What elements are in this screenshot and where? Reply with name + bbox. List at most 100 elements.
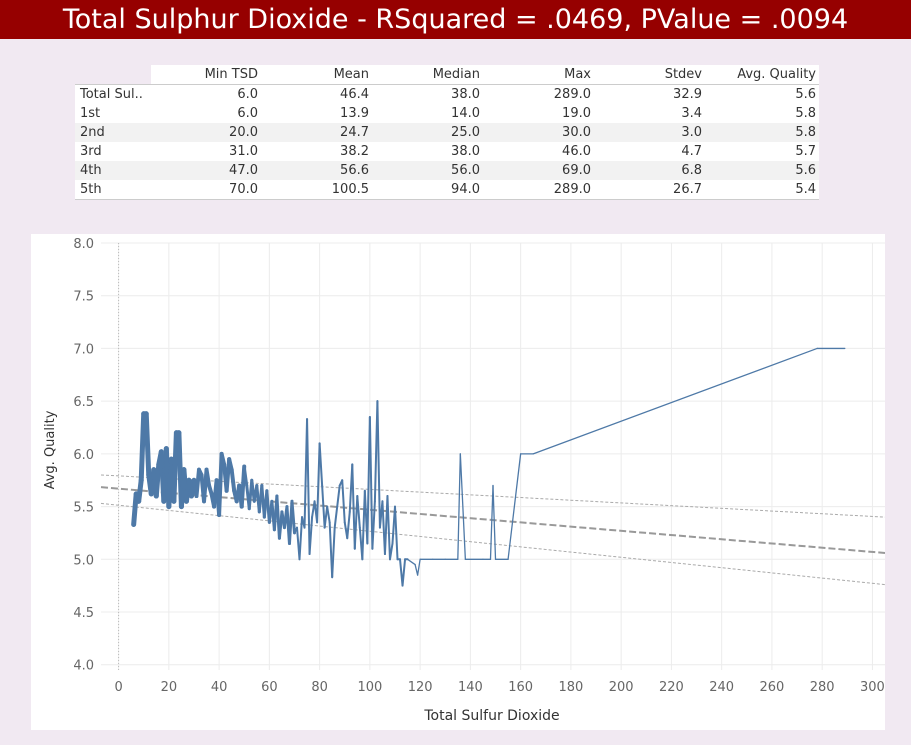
- table-cell: 5.8: [705, 104, 819, 123]
- line-segment: [229, 467, 237, 493]
- table-cell: 289.0: [483, 180, 594, 200]
- x-tick-label: 200: [609, 680, 634, 695]
- line-segment: [457, 453, 461, 560]
- table-cell: 3.0: [594, 123, 705, 142]
- line-segment: [316, 442, 321, 524]
- table-cell: 6.0: [151, 104, 261, 123]
- table-cell: 3.4: [594, 104, 705, 123]
- y-tick-label: 6.0: [73, 448, 94, 463]
- y-tick-label: 8.0: [73, 237, 94, 252]
- table-cell: 5.8: [705, 123, 819, 142]
- line-segment: [217, 451, 224, 518]
- table-cell: 38.0: [372, 84, 483, 104]
- line-segment: [341, 479, 346, 524]
- table-row: 4th 47.0 56.6 56.0 69.0 6.8 5.6: [75, 161, 819, 180]
- table-cell: 30.0: [483, 123, 594, 142]
- title-bar: Total Sulphur Dioxide - RSquared = .0469…: [0, 0, 911, 39]
- table-cell: 13.9: [261, 104, 372, 123]
- x-axis-label: Total Sulfur Dioxide: [423, 708, 559, 724]
- row-label: 2nd: [75, 123, 151, 142]
- table-cell: 32.9: [594, 84, 705, 104]
- summary-table: Min TSD Mean Median Max Stdev Avg. Quali…: [75, 65, 819, 200]
- x-tick-label: 220: [659, 680, 684, 695]
- table-cell: 38.0: [372, 142, 483, 161]
- line-segment: [376, 400, 381, 529]
- line-segment: [306, 418, 311, 556]
- line-segment: [353, 495, 359, 550]
- col-header: Mean: [261, 65, 372, 85]
- table-cell: 25.0: [372, 123, 483, 142]
- table-cell: 56.6: [261, 161, 372, 180]
- x-tick-label: 140: [458, 680, 483, 695]
- y-tick-label: 6.5: [73, 395, 94, 410]
- line-segment: [356, 495, 361, 529]
- x-tick-label: 180: [558, 680, 583, 695]
- line-segment: [388, 542, 394, 561]
- line-segment: [298, 516, 304, 561]
- trend-line-path: [100, 486, 886, 554]
- table-cell: 6.8: [594, 161, 705, 180]
- line-chart: 0 20 40 60 80 100 120 140 160 180 200 220 240 260 280 3…: [43, 237, 886, 724]
- y-tick-label: 4.5: [73, 606, 94, 621]
- line-segment: [346, 510, 351, 540]
- table-cell: 46.4: [261, 84, 372, 104]
- y-axis-ticks: 4.0 4.5 5.0 5.5 6.0 6.5 7.0 7.5 8.0: [73, 237, 94, 674]
- x-tick-label: 20: [161, 680, 178, 695]
- line-segment: [371, 500, 376, 550]
- row-label: 1st: [75, 104, 151, 123]
- x-tick-label: 40: [211, 680, 228, 695]
- line-segment: [136, 477, 144, 504]
- table-row: 2nd 20.0 24.7 25.0 30.0 3.0 5.8: [75, 123, 819, 142]
- line-segment: [333, 505, 339, 529]
- x-tick-label: 160: [508, 680, 533, 695]
- x-tick-label: 60: [261, 680, 278, 695]
- trend-line: [100, 486, 886, 554]
- table-cell: 20.0: [151, 123, 261, 142]
- table-cell: 19.0: [483, 104, 594, 123]
- col-header: Stdev: [594, 65, 705, 85]
- series-line: [131, 347, 846, 587]
- line-segment: [507, 453, 522, 560]
- table-cell: 31.0: [151, 142, 261, 161]
- line-segment: [394, 505, 399, 561]
- line-segment: [326, 505, 331, 524]
- line-segment: [204, 467, 212, 488]
- line-segment: [386, 495, 391, 561]
- gridlines: [101, 242, 885, 670]
- table-cell: 6.0: [151, 84, 261, 104]
- table-row: 1st 6.0 13.9 14.0 19.0 3.4 5.8: [75, 104, 819, 123]
- table-cell: 289.0: [483, 84, 594, 104]
- x-tick-label: 100: [357, 680, 382, 695]
- x-tick-label: 0: [114, 680, 122, 695]
- table-cell: 24.7: [261, 123, 372, 142]
- table-row: Total Sul.. 6.0 46.4 38.0 289.0 32.9 5.6: [75, 84, 819, 104]
- line-segment: [532, 347, 818, 455]
- line-segment: [416, 558, 421, 576]
- line-segment: [138, 411, 147, 483]
- row-header-blank: [75, 65, 151, 85]
- y-tick-label: 7.0: [73, 342, 94, 357]
- table-cell: 46.0: [483, 142, 594, 161]
- y-tick-label: 7.5: [73, 290, 94, 305]
- x-tick-label: 80: [311, 680, 328, 695]
- table-cell: 5.7: [705, 142, 819, 161]
- chart-panel: 0 20 40 60 80 100 120 140 160 180 200 220 240 260 280 3…: [31, 234, 886, 730]
- table-cell: 94.0: [372, 180, 483, 200]
- x-tick-label: 260: [760, 680, 785, 695]
- x-tick-label: 300: [860, 680, 885, 695]
- col-header: Avg. Quality: [705, 65, 819, 85]
- line-segment: [336, 484, 341, 508]
- table-header-row: Min TSD Mean Median Max Stdev Avg. Quali…: [75, 65, 819, 85]
- lower-confidence-line: [100, 502, 886, 586]
- table-cell: 69.0: [483, 161, 594, 180]
- table-row: 5th 70.0 100.5 94.0 289.0 26.7 5.4: [75, 180, 819, 200]
- line-segment: [406, 558, 416, 566]
- chart-title: Total Sulphur Dioxide - RSquared = .0469…: [62, 4, 849, 35]
- row-label: 4th: [75, 161, 151, 180]
- x-tick-label: 240: [709, 680, 734, 695]
- table-cell: 14.0: [372, 104, 483, 123]
- col-header: Min TSD: [151, 65, 261, 85]
- table-cell: 26.7: [594, 180, 705, 200]
- table-cell: 70.0: [151, 180, 261, 200]
- col-header: Max: [483, 65, 594, 85]
